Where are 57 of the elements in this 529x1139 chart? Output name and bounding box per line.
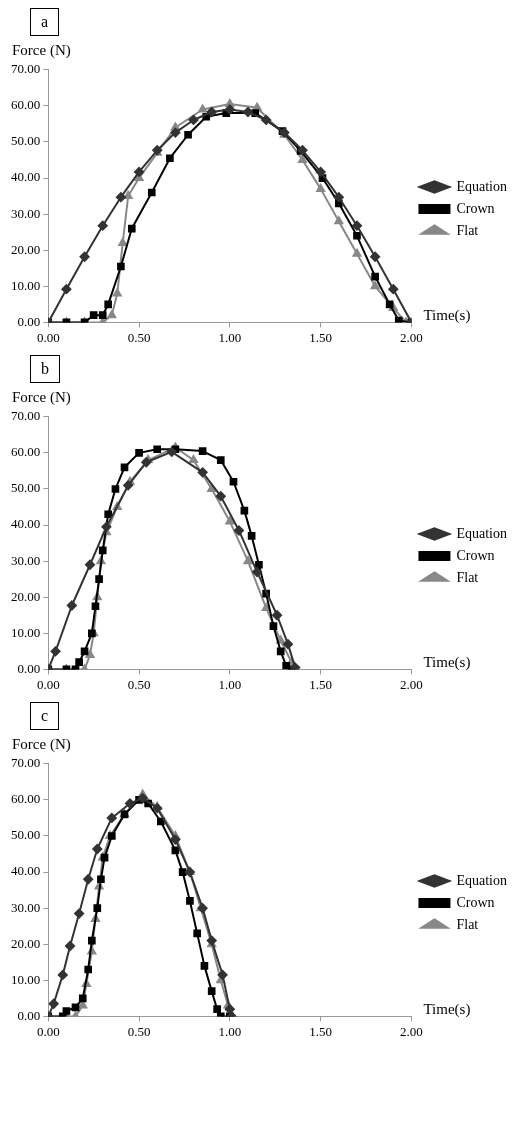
y-tick-label: 60.00: [11, 791, 41, 807]
y-tick-label: 70.00: [11, 755, 41, 771]
legend-label: Equation: [456, 178, 507, 194]
x-axis-title: Time(s): [423, 1001, 471, 1019]
y-axis-title: Force (N): [12, 736, 72, 753]
y-tick-label: 50.00: [11, 827, 41, 843]
y-tick-label: 70.00: [11, 61, 41, 77]
y-tick-label: 60.00: [11, 97, 41, 113]
chart-title: b: [30, 355, 60, 383]
y-axis-title: Force (N): [12, 389, 72, 406]
y-tick-label: 0.00: [17, 313, 41, 329]
x-tick-label: 1.00: [218, 676, 242, 692]
x-tick-label: 0.50: [127, 329, 151, 345]
y-tick-label: 60.00: [11, 444, 41, 460]
x-tick-label: 0.00: [36, 676, 60, 692]
y-tick-label: 0.00: [17, 660, 41, 676]
legend-label: Flat: [456, 222, 479, 238]
y-tick-label: 20.00: [11, 241, 41, 257]
x-tick-label: 2.00: [400, 1023, 423, 1039]
legend-label: Equation: [456, 525, 507, 541]
y-tick-label: 20.00: [11, 935, 41, 951]
y-tick-label: 10.00: [11, 971, 41, 987]
x-axis-title: Time(s): [423, 307, 471, 325]
x-tick-label: 1.50: [309, 676, 333, 692]
y-tick-label: 40.00: [11, 169, 41, 185]
legend-label: Flat: [456, 569, 479, 585]
x-tick-label: 0.50: [127, 676, 151, 692]
y-tick-label: 20.00: [11, 588, 41, 604]
y-tick-label: 0.00: [17, 1007, 41, 1023]
y-tick-label: 10.00: [11, 624, 41, 640]
y-tick-label: 40.00: [11, 863, 41, 879]
x-tick-label: 0.00: [36, 329, 60, 345]
chart-title: a: [30, 8, 60, 36]
legend-label: Flat: [456, 916, 479, 932]
x-tick-label: 0.00: [36, 1023, 60, 1039]
chart-title: c: [30, 702, 60, 730]
x-tick-label: 1.00: [218, 329, 242, 345]
y-tick-label: 30.00: [11, 205, 41, 221]
legend-label: Equation: [456, 872, 507, 888]
legend-label: Crown: [456, 894, 495, 910]
x-tick-label: 1.50: [309, 1023, 333, 1039]
y-tick-label: 40.00: [11, 516, 41, 532]
y-tick-label: 50.00: [11, 480, 41, 496]
x-axis-title: Time(s): [423, 654, 471, 672]
y-tick-label: 50.00: [11, 133, 41, 149]
x-tick-label: 2.00: [400, 676, 423, 692]
y-tick-label: 10.00: [11, 277, 41, 293]
x-tick-label: 0.50: [127, 1023, 151, 1039]
y-axis-title: Force (N): [12, 42, 72, 59]
y-tick-label: 30.00: [11, 899, 41, 915]
x-tick-label: 1.00: [218, 1023, 242, 1039]
legend-label: Crown: [456, 547, 495, 563]
y-tick-label: 30.00: [11, 552, 41, 568]
legend-label: Crown: [456, 200, 495, 216]
x-tick-label: 2.00: [400, 329, 423, 345]
y-tick-label: 70.00: [11, 408, 41, 424]
x-tick-label: 1.50: [309, 329, 333, 345]
